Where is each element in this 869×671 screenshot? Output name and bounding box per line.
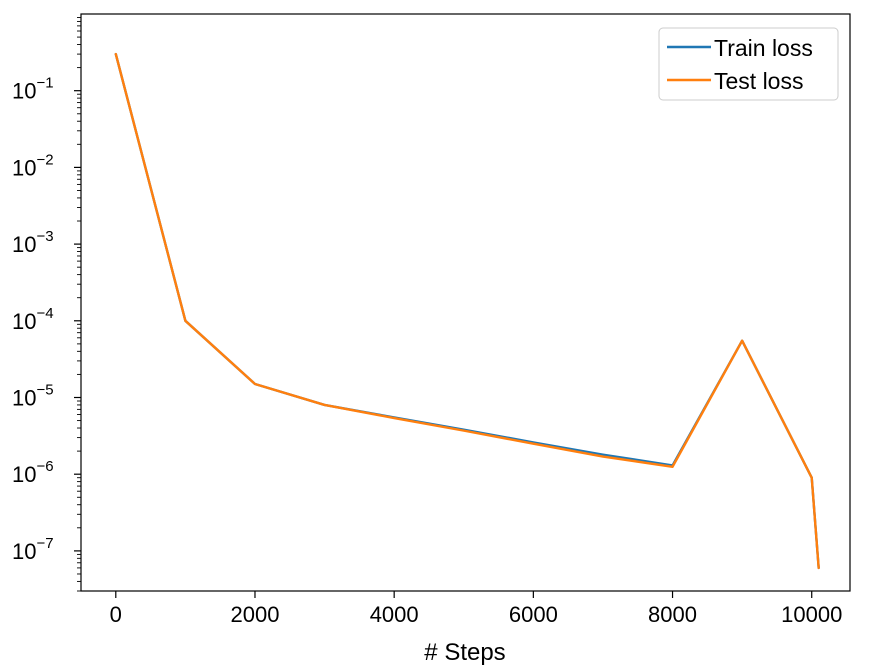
plot-area-frame bbox=[80, 13, 851, 592]
legend-items: Train loss Test loss bbox=[667, 35, 813, 94]
y-tick-label-5: 10−6 bbox=[12, 458, 54, 487]
x-tick-label-4: 8000 bbox=[648, 602, 697, 627]
x-tick-label-5: 10000 bbox=[781, 602, 842, 627]
x-tick-label-2: 4000 bbox=[370, 602, 419, 627]
x-tick-label-0: 0 bbox=[110, 602, 122, 627]
legend: Train loss Test loss bbox=[658, 27, 839, 101]
x-tick-label-1: 2000 bbox=[231, 602, 280, 627]
series-layer bbox=[114, 52, 820, 570]
y-tick-label-0: 10−1 bbox=[12, 75, 54, 104]
legend-label-1: Test loss bbox=[714, 68, 803, 94]
x-axis-ticks: 0 2000 4000 6000 8000 10000 bbox=[110, 591, 842, 627]
y-tick-label-2: 10−3 bbox=[12, 228, 54, 257]
y-tick-label-6: 10−7 bbox=[12, 535, 54, 564]
x-axis-label: # Steps bbox=[424, 639, 505, 666]
series-line-1 bbox=[114, 52, 820, 570]
y-tick-label-1: 10−2 bbox=[12, 151, 54, 180]
x-tick-label-3: 6000 bbox=[509, 602, 558, 627]
series-line-0 bbox=[114, 52, 820, 570]
y-tick-label-4: 10−5 bbox=[12, 381, 54, 410]
legend-label-0: Train loss bbox=[714, 35, 813, 61]
y-tick-label-3: 10−4 bbox=[12, 305, 54, 334]
y-axis-ticks: 10−1 10−2 10−3 10−4 10−5 10−6 10−7 bbox=[12, 17, 81, 592]
